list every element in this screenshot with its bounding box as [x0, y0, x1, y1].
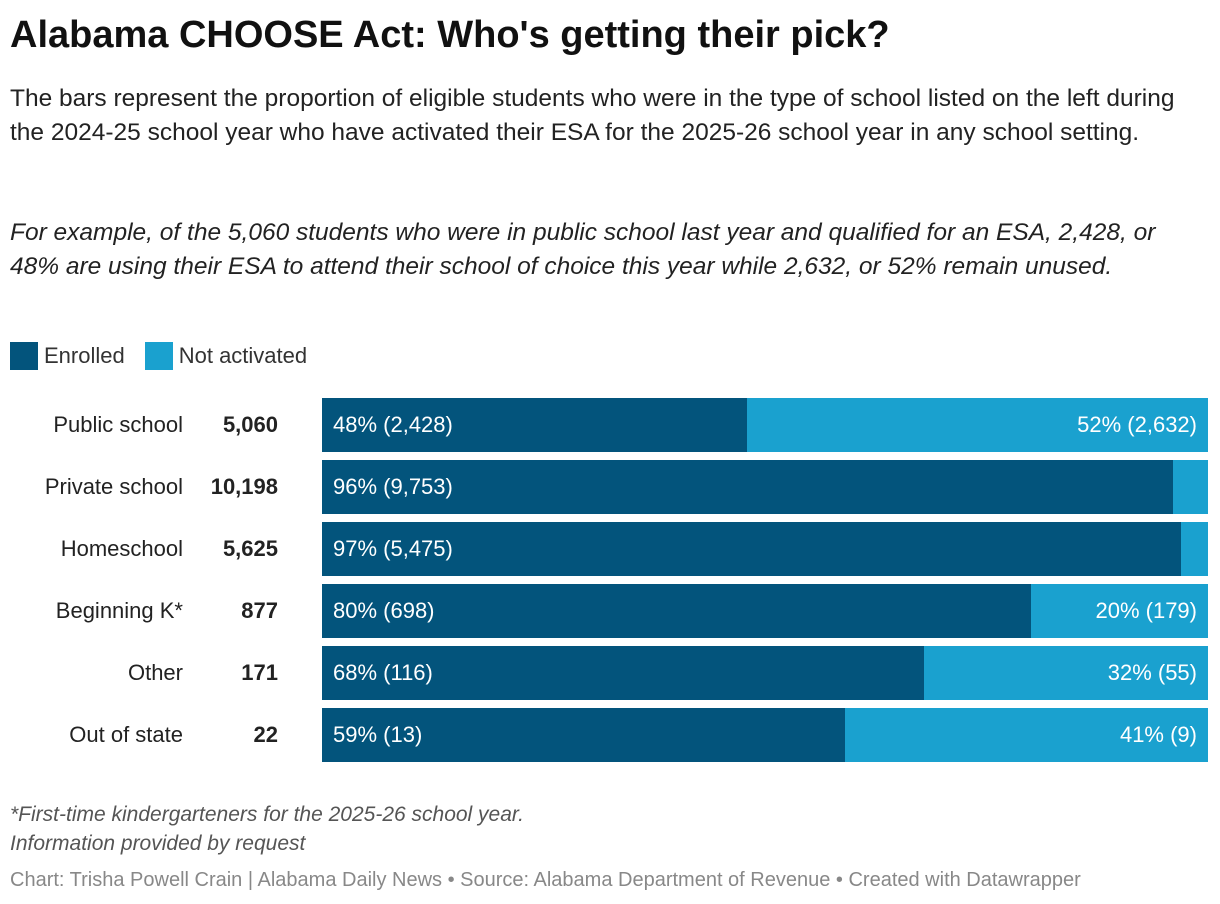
data-label-enrolled: 96% (9,753)	[333, 474, 453, 499]
legend: Enrolled Not activated	[10, 342, 327, 370]
bar-enrolled	[322, 708, 845, 762]
bar-track: 59% (13) 41% (9)	[322, 708, 1208, 762]
bar-not-activated	[1030, 584, 1208, 638]
category-label: Out of state	[69, 722, 183, 747]
data-label-not-activated: 32% (55)	[1107, 660, 1197, 685]
bar-track: 97% (5,475)	[322, 522, 1208, 576]
bar-not-activated	[924, 646, 1208, 700]
bar-enrolled	[322, 584, 1031, 638]
legend-item-enrolled: Enrolled	[10, 342, 125, 370]
bar-enrolled	[322, 522, 1182, 576]
bar-enrolled	[322, 398, 748, 452]
chart-title: Alabama CHOOSE Act: Who's getting their …	[10, 14, 890, 56]
chart-credit: Chart: Trisha Powell Crain | Alabama Dai…	[10, 869, 1081, 891]
bar-row: Out of state 22 59% (13) 41% (9)	[0, 708, 1220, 762]
bar-row: Beginning K* 877 80% (698) 20% (179)	[0, 584, 1220, 638]
bar-not-activated	[844, 708, 1208, 762]
bar-row: Private school 10,198 96% (9,753)	[0, 460, 1220, 514]
bar-track: 80% (698) 20% (179)	[322, 584, 1208, 638]
bar-track: 68% (116) 32% (55)	[322, 646, 1208, 700]
footnote: *First-time kindergarteners for the 2025…	[10, 803, 524, 826]
category-total: 5,625	[222, 536, 278, 561]
bar-enrolled	[322, 646, 925, 700]
info-note: Information provided by request	[10, 832, 306, 855]
data-label-not-activated: 52% (2,632)	[1077, 412, 1197, 437]
data-label-enrolled: 97% (5,475)	[333, 536, 453, 561]
category-label: Public school	[53, 412, 183, 437]
data-label-enrolled: 80% (698)	[333, 598, 435, 623]
legend-item-not-activated: Not activated	[144, 342, 308, 370]
bar-track: 96% (9,753)	[322, 460, 1208, 514]
category-total: 22	[253, 722, 278, 747]
bar-enrolled	[322, 460, 1173, 514]
legend-swatch-not-activated	[144, 342, 173, 370]
category-total: 171	[241, 660, 278, 685]
bar-not-activated	[1172, 460, 1208, 514]
data-label-enrolled: 59% (13)	[333, 722, 423, 747]
category-label: Private school	[44, 474, 183, 499]
bar-row: Public school 5,060 48% (2,428) 52% (2,632)	[0, 398, 1220, 452]
bar-track: 48% (2,428) 52% (2,632)	[322, 398, 1208, 452]
category-label: Other	[127, 660, 183, 685]
bar-not-activated	[747, 398, 1208, 452]
data-label-enrolled: 48% (2,428)	[333, 412, 453, 437]
chart-example-note: For example, of the 5,060 students who w…	[10, 219, 1156, 280]
legend-swatch-enrolled	[10, 342, 38, 370]
data-label-not-activated: 41% (9)	[1119, 722, 1197, 747]
category-total: 877	[241, 598, 278, 623]
category-total: 10,198	[210, 474, 278, 499]
chart-notes: *First-time kindergarteners for the 2025…	[10, 800, 524, 858]
data-label-enrolled: 68% (116)	[333, 660, 433, 685]
chart-description: The bars represent the proportion of eli…	[10, 85, 1175, 146]
bar-not-activated	[1181, 522, 1208, 576]
bar-row: Other 171 68% (116) 32% (55)	[0, 646, 1220, 700]
legend-label-enrolled: Enrolled	[44, 343, 125, 368]
bar-row: Homeschool 5,625 97% (5,475)	[0, 522, 1220, 576]
category-label: Homeschool	[60, 536, 183, 561]
category-label: Beginning K*	[55, 598, 183, 623]
data-label-not-activated: 20% (179)	[1095, 598, 1197, 623]
category-total: 5,060	[222, 412, 278, 437]
legend-label-not-activated: Not activated	[178, 343, 308, 368]
